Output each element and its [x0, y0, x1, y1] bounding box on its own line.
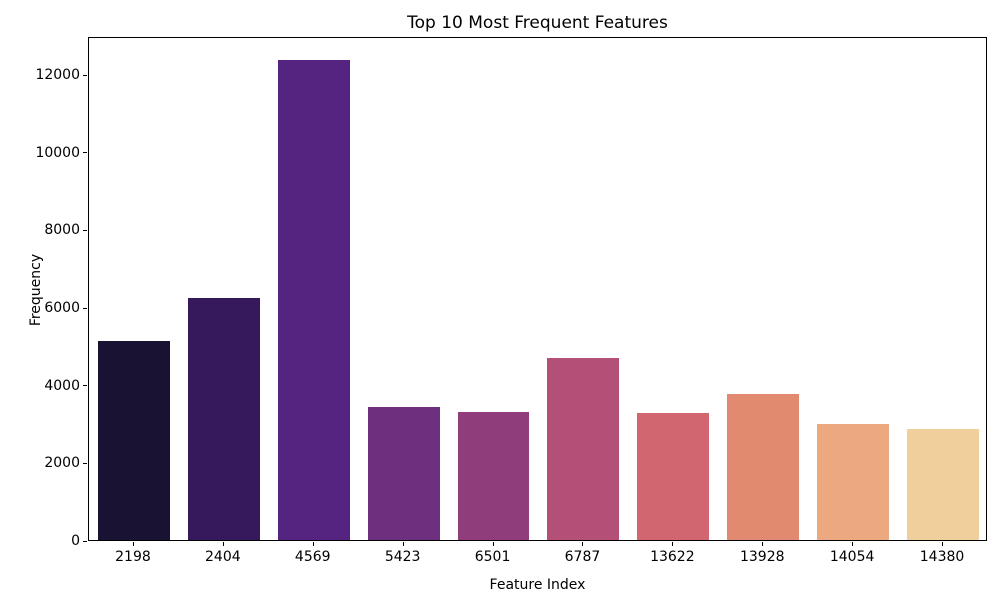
bar-2404 — [187, 298, 260, 540]
chart-title: Top 10 Most Frequent Features — [407, 13, 668, 33]
x-tick-label: 14054 — [829, 549, 875, 565]
x-tick-mark — [222, 542, 224, 546]
bar-2198 — [97, 341, 170, 540]
y-tick-mark — [83, 385, 87, 387]
y-tick-label: 6000 — [44, 300, 80, 317]
y-tick-label: 2000 — [44, 455, 80, 472]
x-tick-label: 4569 — [294, 549, 331, 565]
y-tick-label: 0 — [71, 533, 80, 549]
bar-4569 — [277, 60, 350, 540]
bar-13928 — [727, 393, 800, 540]
x-tick-mark — [942, 542, 944, 546]
x-tick-mark — [402, 542, 404, 546]
x-tick-label: 13928 — [739, 549, 785, 565]
bar-14380 — [907, 429, 979, 540]
x-tick-label: 6787 — [564, 549, 601, 565]
y-tick-mark — [83, 74, 87, 76]
x-tick-mark — [852, 542, 854, 546]
y-axis-label: Frequency — [28, 253, 44, 327]
x-tick-label: 2404 — [205, 549, 241, 565]
x-tick-mark — [762, 542, 764, 546]
y-tick-mark — [83, 307, 87, 309]
y-tick-label: 12000 — [35, 67, 80, 84]
bar-6787 — [547, 357, 620, 540]
y-tick-mark — [83, 462, 87, 464]
plot-area — [88, 37, 987, 541]
y-tick-label: 8000 — [44, 222, 80, 239]
y-tick-label: 10000 — [35, 144, 80, 161]
x-tick-mark — [312, 542, 314, 546]
bar-6501 — [457, 412, 530, 540]
x-tick-mark — [582, 542, 584, 546]
bar-13622 — [637, 412, 710, 540]
x-tick-mark — [132, 542, 134, 546]
y-tick-mark — [83, 152, 87, 154]
x-axis-label: Feature Index — [489, 577, 586, 593]
y-tick-label: 4000 — [44, 377, 80, 394]
x-tick-label: 13622 — [650, 549, 695, 565]
x-tick-label: 14380 — [919, 549, 965, 565]
x-tick-label: 2198 — [115, 549, 151, 565]
bar-5423 — [367, 407, 440, 540]
x-tick-label: 5423 — [384, 549, 421, 565]
bar-14054 — [817, 423, 890, 540]
y-tick-mark — [83, 229, 87, 231]
x-tick-mark — [492, 542, 494, 546]
y-tick-mark — [83, 540, 87, 542]
x-tick-label: 6501 — [474, 549, 511, 565]
x-tick-mark — [672, 542, 674, 546]
